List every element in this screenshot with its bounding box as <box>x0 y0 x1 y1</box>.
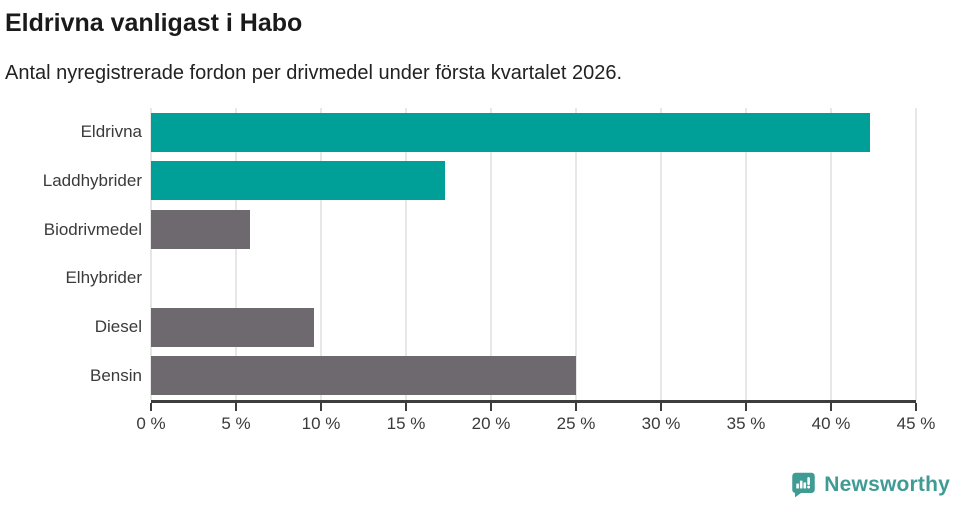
axis-tick <box>745 403 747 411</box>
gridline <box>150 108 152 400</box>
bar-biodrivmedel <box>151 210 250 250</box>
logo-bar-2 <box>800 480 803 489</box>
axis-tick <box>150 403 152 411</box>
bar-eldrivna <box>151 112 871 152</box>
axis-tick-label: 0 % <box>136 414 166 433</box>
bar-diesel <box>151 307 315 347</box>
category-label: Eldrivna <box>80 122 142 142</box>
axis-tick-label: 10 % <box>301 414 341 433</box>
logo-exclamation-dot <box>807 485 811 489</box>
bar-row <box>151 351 916 400</box>
axis-tick-label: 45 % <box>896 414 936 433</box>
category-label: Bensin <box>90 365 142 385</box>
axis-tick <box>490 403 492 411</box>
category-label: Diesel <box>94 317 142 337</box>
category-label: Biodrivmedel <box>43 219 142 239</box>
axis-tick <box>320 403 322 411</box>
bar-laddhybrider <box>151 161 446 201</box>
axis-tick-label: 15 % <box>386 414 426 433</box>
axis-tick <box>830 403 832 411</box>
axis-tick-label: 25 % <box>556 414 596 433</box>
gridline <box>320 108 322 400</box>
bar-row <box>151 157 916 206</box>
bar-row <box>151 205 916 254</box>
logo-bar-1 <box>796 483 800 489</box>
axis-tick <box>915 403 917 411</box>
gridline <box>745 108 747 400</box>
gridline <box>405 108 407 400</box>
bar-bensin <box>151 356 576 396</box>
plot-area: 0 % 5 % 10 % 15 % 20 % 25 % 30 % 35 % 40 % 45 % <box>136 108 935 433</box>
gridline <box>660 108 662 400</box>
category-label: Elhybrider <box>65 268 142 288</box>
bar-row <box>151 303 916 352</box>
axis-tick-label: 35 % <box>726 414 766 433</box>
axis-tick-label: 40 % <box>811 414 851 433</box>
axis-tick <box>575 403 577 411</box>
newsworthy-logo: Newsworthy <box>790 471 950 498</box>
bar-row <box>151 108 916 157</box>
newsworthy-wordmark: Newsworthy <box>824 472 950 496</box>
axis-tick <box>235 403 237 411</box>
gridline <box>915 108 917 400</box>
axis-tick-label: 20 % <box>471 414 511 433</box>
gridline <box>235 108 237 400</box>
axis-tick-label: 30 % <box>641 414 681 433</box>
bar-chart: Eldrivna Laddhybrider Biodrivmedel Elhybrid… <box>0 108 960 433</box>
gridline <box>575 108 577 400</box>
bars <box>151 108 916 400</box>
logo-exclamation-stem <box>807 477 811 485</box>
category-label: Laddhybrider <box>42 171 142 191</box>
bar-row <box>151 254 916 303</box>
logo-bar-3 <box>803 482 807 489</box>
category-labels: Eldrivna Laddhybrider Biodrivmedel Elhybrid… <box>0 108 151 403</box>
axis-tick <box>405 403 407 411</box>
gridlines <box>150 108 917 400</box>
axis-tick <box>660 403 662 411</box>
newsworthy-speech-bubble-icon <box>792 472 816 498</box>
chart-title: Eldrivna vanligast i Habo <box>5 9 303 37</box>
chart-subtitle: Antal nyregistrerade fordon per drivmede… <box>5 62 623 84</box>
gridline <box>830 108 832 400</box>
x-axis: 0 % 5 % 10 % 15 % 20 % 25 % 30 % 35 % 40 % 45 % <box>136 400 935 440</box>
axis-tick-label: 5 % <box>221 414 251 433</box>
gridline <box>490 108 492 400</box>
